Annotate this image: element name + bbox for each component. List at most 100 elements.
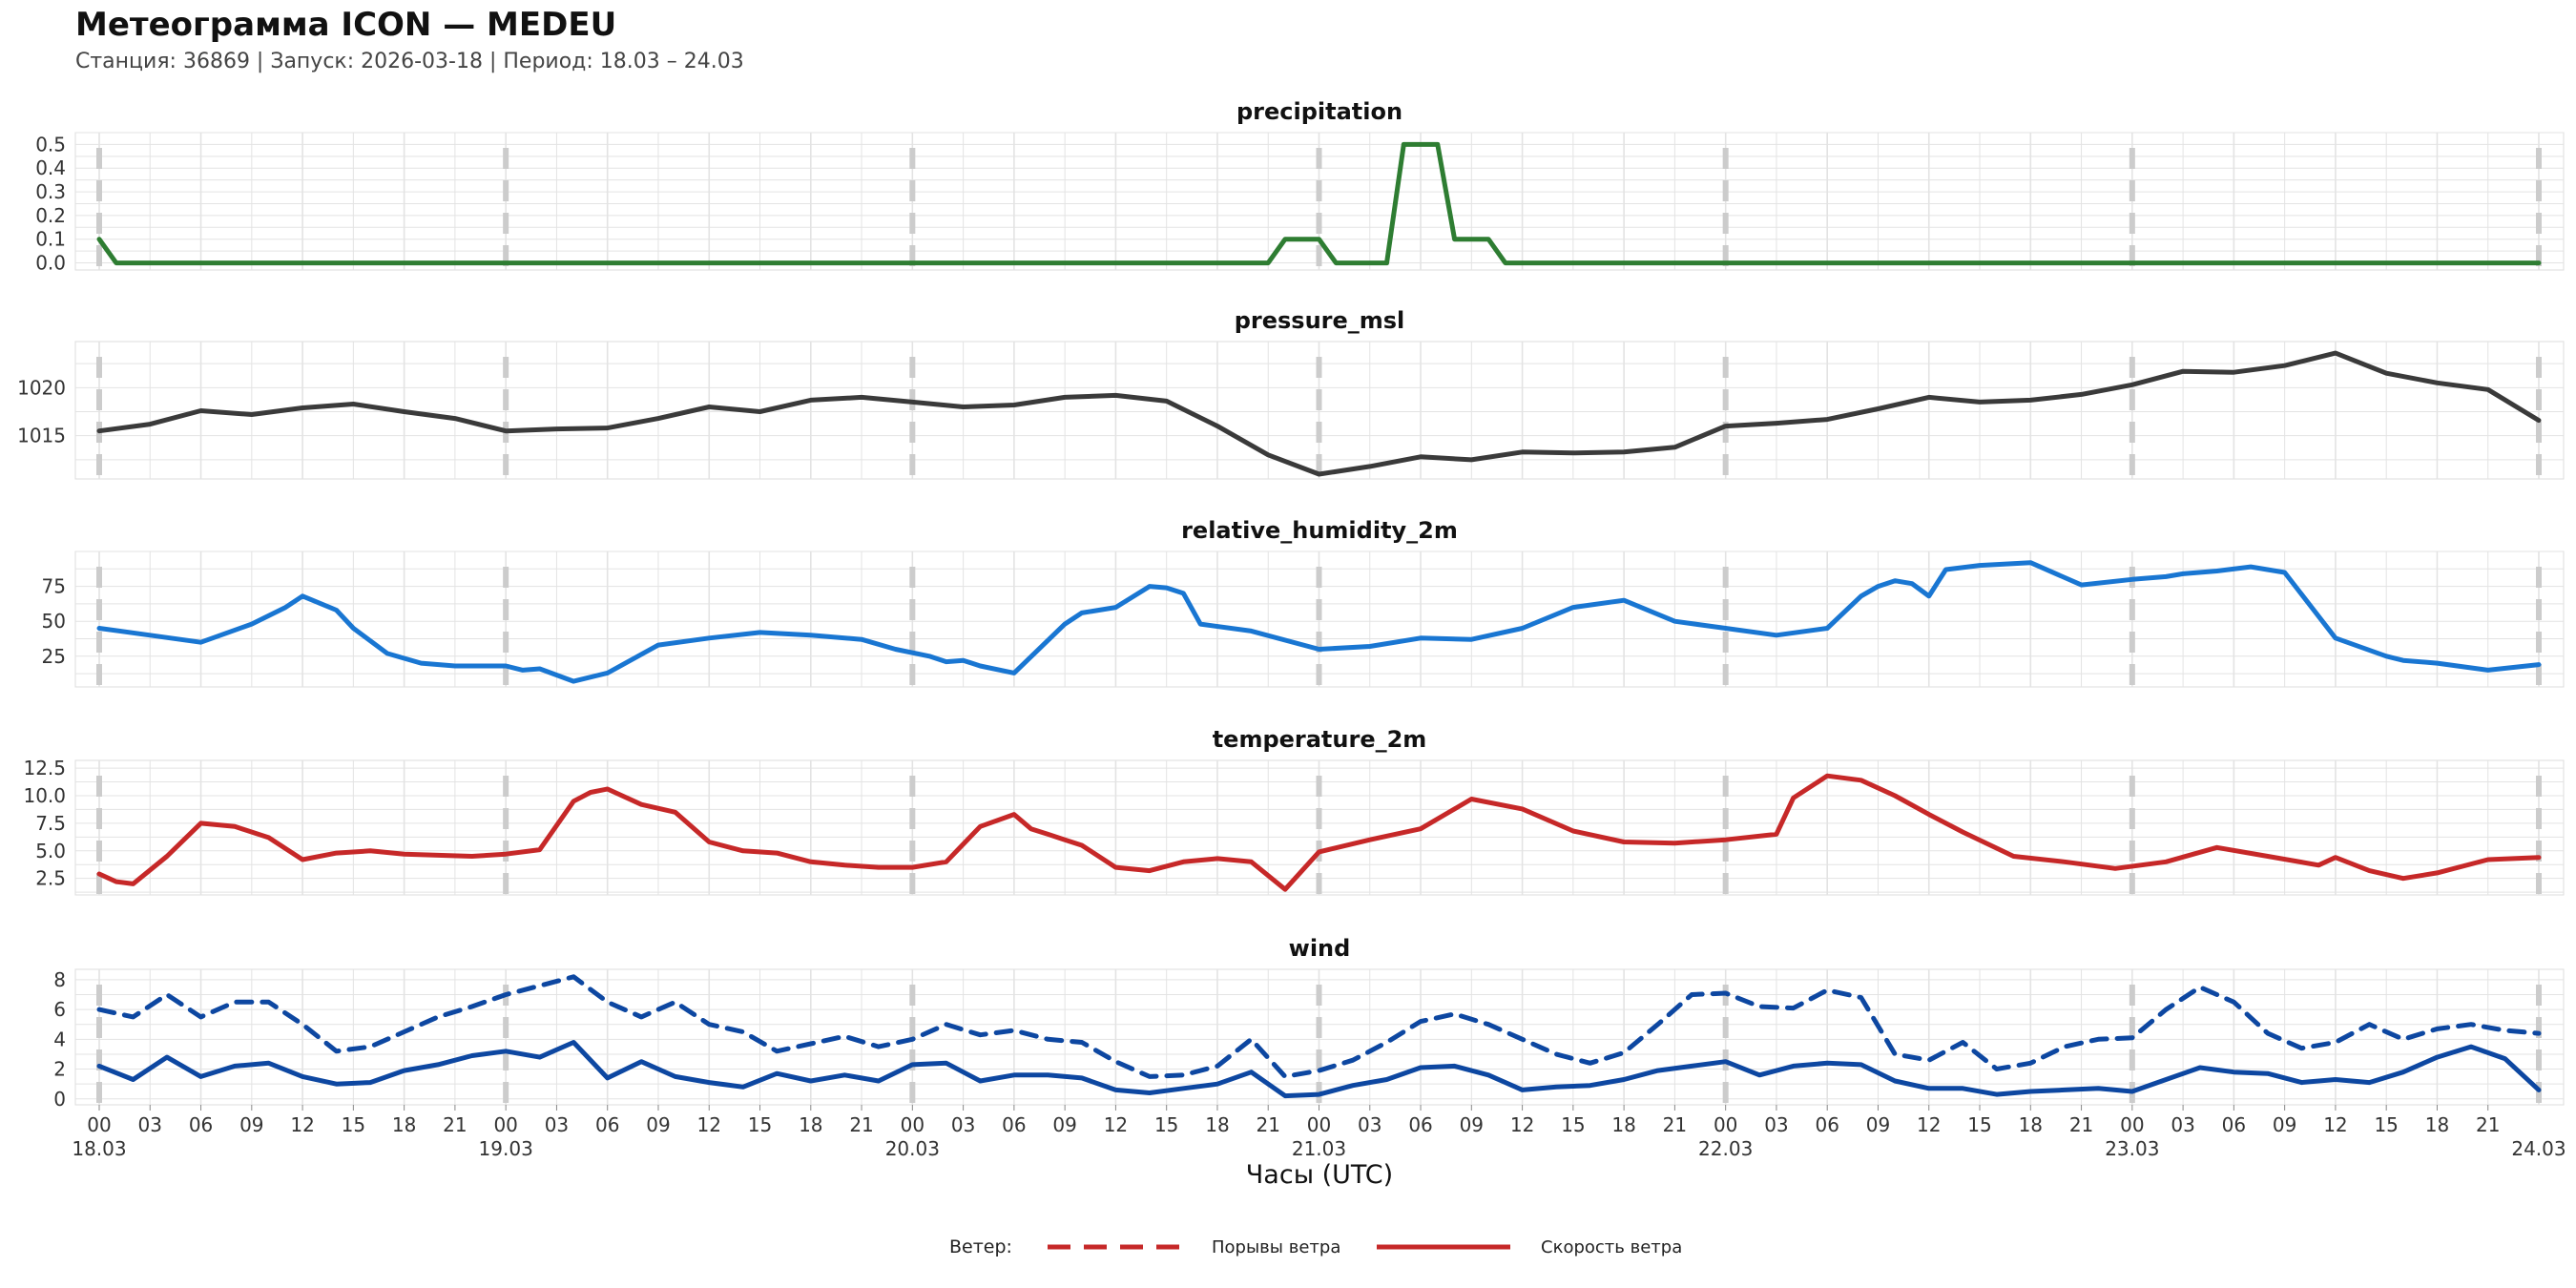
panel-temperature_2m: 2.5 5.0 7.5 10.0 12.5 temperature_2m — [23, 726, 2565, 896]
y-tick-label: 25 — [42, 645, 66, 668]
x-tick-hour-label: 15 — [748, 1113, 772, 1136]
series-line — [96, 1040, 2542, 1099]
panel-title: wind — [1289, 935, 1351, 962]
x-tick-day-label: 21.03 — [1292, 1137, 1346, 1160]
x-tick-hour-label: 21 — [1257, 1113, 1280, 1136]
y-tick-label: 0.2 — [35, 204, 66, 227]
x-axis-label: Часы (UTC) — [1246, 1160, 1393, 1190]
series-line — [96, 560, 2542, 684]
panel-title: pressure_msl — [1235, 307, 1405, 334]
x-tick-hour-label: 18 — [1611, 1113, 1635, 1136]
x-tick-hour-label: 06 — [189, 1113, 213, 1136]
x-tick-hour-label: 00 — [901, 1113, 924, 1136]
x-tick-hour-label: 18 — [1205, 1113, 1229, 1136]
series-line — [96, 350, 2542, 477]
x-tick-hour-label: 18 — [2019, 1113, 2043, 1136]
y-tick-label: 2.5 — [35, 867, 66, 890]
y-tick-label: 0.5 — [35, 133, 66, 156]
y-tick-label: 7.5 — [35, 812, 66, 835]
x-tick-hour-label: 06 — [1815, 1113, 1839, 1136]
x-tick-hour-label: 12 — [1510, 1113, 1534, 1136]
x-tick-hour-label: 21 — [1663, 1113, 1687, 1136]
y-tick-label: 1020 — [17, 376, 66, 399]
x-tick-day-label: 22.03 — [1698, 1137, 1753, 1160]
x-tick-hour-label: 15 — [1561, 1113, 1585, 1136]
legend-speed-label: Скорость ветра — [1541, 1237, 1682, 1257]
x-tick-day-label: 18.03 — [72, 1137, 126, 1160]
figure-title: Метеограмма ICON — MEDEU — [75, 6, 617, 44]
x-tick-hour-label: 03 — [2171, 1113, 2194, 1136]
x-tick-hour-label: 18 — [799, 1113, 822, 1136]
panel-wind: 0 2 4 6 8 wind — [53, 935, 2565, 1111]
panel-title: precipitation — [1236, 98, 1402, 125]
x-tick-day-label: 20.03 — [885, 1137, 940, 1160]
x-tick-hour-label: 03 — [951, 1113, 975, 1136]
y-tick-label: 5.0 — [35, 840, 66, 862]
series-line — [96, 141, 2542, 266]
x-tick-hour-label: 09 — [239, 1113, 263, 1136]
panel-title: temperature_2m — [1213, 726, 1427, 753]
x-tick-hour-label: 06 — [1408, 1113, 1432, 1136]
x-tick-hour-label: 06 — [595, 1113, 619, 1136]
x-tick-hour-label: 00 — [87, 1113, 111, 1136]
series-line — [96, 773, 2542, 892]
y-tick-label: 1015 — [17, 425, 66, 447]
series-line — [96, 974, 2542, 1079]
x-tick-hour-label: 12 — [697, 1113, 721, 1136]
x-tick-hour-label: 15 — [1967, 1113, 1991, 1136]
x-tick-hour-label: 15 — [342, 1113, 365, 1136]
y-tick-label: 10.0 — [23, 784, 66, 807]
x-tick-day-label: 24.03 — [2511, 1137, 2566, 1160]
x-tick-hour-label: 12 — [1104, 1113, 1128, 1136]
figure-subtitle: Станция: 36869 | Запуск: 2026-03-18 | Пе… — [75, 50, 744, 73]
x-tick-hour-label: 00 — [2120, 1113, 2144, 1136]
x-tick-hour-label: 03 — [545, 1113, 569, 1136]
y-tick-label: 8 — [53, 968, 66, 991]
x-tick-hour-label: 09 — [1866, 1113, 1890, 1136]
x-tick-hour-label: 21 — [443, 1113, 467, 1136]
y-tick-label: 75 — [42, 575, 66, 598]
x-tick-hour-label: 18 — [2425, 1113, 2449, 1136]
x-tick-hour-label: 00 — [1307, 1113, 1331, 1136]
x-tick-hour-label: 03 — [1358, 1113, 1381, 1136]
x-tick-hour-label: 00 — [493, 1113, 517, 1136]
x-tick-hour-label: 12 — [2323, 1113, 2347, 1136]
y-tick-label: 2 — [53, 1058, 66, 1081]
y-tick-label: 0.1 — [35, 228, 66, 251]
x-tick-hour-label: 06 — [1002, 1113, 1026, 1136]
x-tick-hour-label: 00 — [1714, 1113, 1737, 1136]
x-tick-hour-label: 21 — [2476, 1113, 2500, 1136]
panel-relative_humidity_2m: 25 50 75 relative_humidity_2m — [42, 517, 2565, 688]
x-tick-hour-label: 12 — [1917, 1113, 1941, 1136]
panel-title: relative_humidity_2m — [1181, 517, 1458, 544]
legend-title: Ветер: — [949, 1236, 1012, 1257]
x-tick-hour-label: 03 — [138, 1113, 162, 1136]
x-tick-hour-label: 18 — [392, 1113, 416, 1136]
y-tick-label: 0.3 — [35, 180, 66, 203]
x-tick-day-label: 23.03 — [2105, 1137, 2159, 1160]
x-tick-hour-label: 09 — [1052, 1113, 1076, 1136]
y-tick-label: 4 — [53, 1028, 66, 1050]
y-tick-label: 50 — [42, 610, 66, 633]
x-tick-day-label: 19.03 — [479, 1137, 533, 1160]
legend: Ветер: Порывы ветра Скорость ветра — [949, 1236, 1682, 1257]
x-tick-hour-label: 12 — [290, 1113, 314, 1136]
x-tick-hour-label: 21 — [849, 1113, 873, 1136]
y-tick-label: 0.4 — [35, 156, 66, 179]
x-tick-hour-label: 09 — [646, 1113, 670, 1136]
y-tick-label: 0.0 — [35, 252, 66, 275]
x-tick-hour-label: 09 — [1460, 1113, 1484, 1136]
x-tick-hour-label: 15 — [1154, 1113, 1178, 1136]
x-tick-hour-label: 21 — [2069, 1113, 2093, 1136]
x-tick-hour-label: 03 — [1764, 1113, 1788, 1136]
panel-precipitation: 0.00.10.20.30.40.5 precipitation — [35, 98, 2565, 275]
panel-pressure_msl: 1015 1020 pressure_msl — [17, 307, 2565, 480]
x-tick-hour-label: 06 — [2222, 1113, 2246, 1136]
y-tick-label: 6 — [53, 998, 66, 1021]
x-tick-hour-label: 09 — [2273, 1113, 2296, 1136]
legend-gusts-label: Порывы ветра — [1212, 1237, 1340, 1257]
x-tick-hour-label: 15 — [2374, 1113, 2398, 1136]
y-tick-label: 12.5 — [23, 757, 66, 779]
